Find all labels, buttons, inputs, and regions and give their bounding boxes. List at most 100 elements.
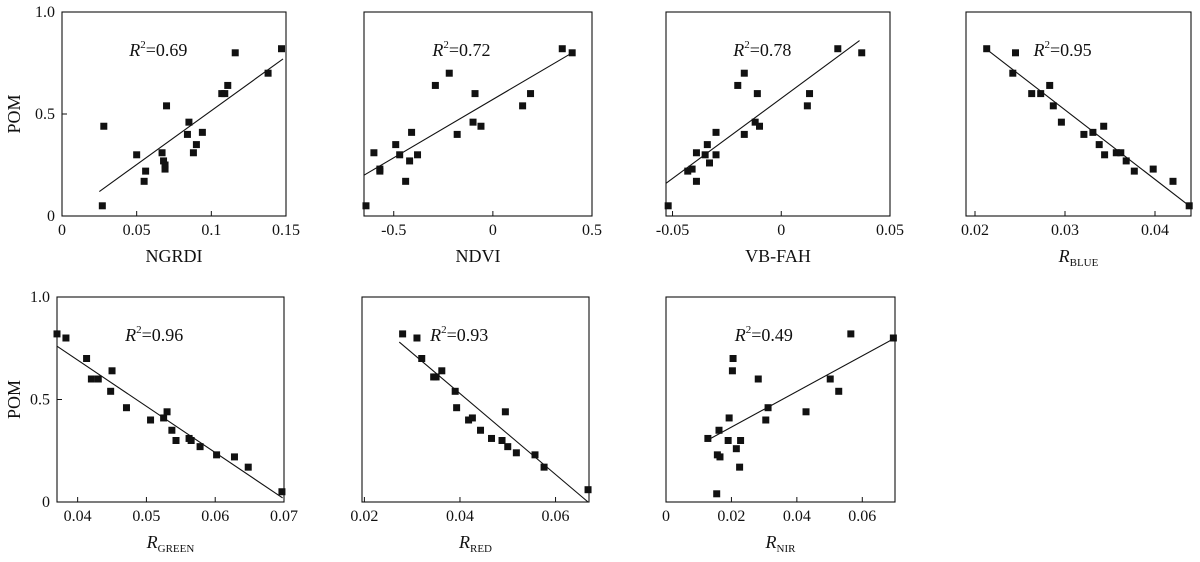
panel-6-point [488, 434, 496, 442]
panel-1-x-tick-label: 0.05 [123, 222, 151, 239]
panel-3-x-tick-label: -0.05 [656, 222, 689, 239]
panel-5-y-tick-label: 0.5 [30, 392, 50, 409]
panel-4-point [1089, 128, 1097, 136]
panel-4-point [1037, 90, 1045, 98]
panel-3-point [834, 45, 842, 53]
panel-4-point [1149, 165, 1157, 173]
panel-4-x-tick-label: 0.03 [1051, 222, 1079, 239]
panel-6-point [399, 330, 407, 338]
panel-4-point [1046, 81, 1054, 89]
panel-1-y-tick-label: 0.5 [35, 106, 55, 123]
panel-7-point [889, 334, 897, 342]
panel-2-r2-annotation: R2=0.72 [431, 39, 490, 60]
panel-3-point [806, 90, 814, 98]
panel-5-point [168, 426, 176, 434]
panel-3-point [753, 90, 761, 98]
panel-7-point [835, 387, 843, 395]
panel-5-point [147, 416, 155, 424]
panel-4-point [1122, 157, 1130, 165]
panel-1-y-tick-label: 1.0 [35, 4, 55, 21]
panel-2-point [568, 49, 576, 57]
panel-7-point [754, 375, 762, 383]
panel-6-x-tick-label: 0.04 [446, 508, 474, 525]
panel-2-point [396, 151, 404, 159]
panel-3-x-tick-label: 0.05 [876, 222, 904, 239]
panel-2-x-tick-label: 0 [489, 222, 497, 239]
panel-3-point [734, 81, 742, 89]
panel-1-x-tick-label: 0.15 [272, 222, 300, 239]
panel-3-point [858, 49, 866, 57]
panel-4-frame [965, 11, 1192, 217]
panel-2-point [527, 90, 535, 98]
panel-1-point [140, 177, 148, 185]
panel-5-point [230, 453, 238, 461]
panel-3-point [692, 177, 700, 185]
panel-6-fit-line [398, 341, 589, 503]
panel-2-point [376, 165, 384, 173]
panel-6-point [512, 449, 520, 457]
panel-4-point [1130, 167, 1138, 175]
panel-6-point [413, 334, 421, 342]
panel-7-point [847, 330, 855, 338]
panel-5: 0.04 0.05 0.06 0.07 0 0.5 1.0 RGREEN POM R2=0.96 [4, 289, 298, 555]
panel-3: -0.05 0 0.05 VB-FAH R2=0.78 [656, 11, 904, 266]
panel-1-point [231, 49, 239, 57]
panel-1-point [98, 202, 106, 210]
panel-1-x-tick-label: 0.1 [201, 222, 221, 239]
panel-5-point [163, 408, 171, 416]
panel-7-x-tick-label: 0 [662, 508, 670, 525]
panel-2-point [392, 141, 400, 149]
panel-4-point [1057, 118, 1065, 126]
panel-1-point [100, 122, 108, 130]
panel-5-point [87, 375, 95, 383]
panel-3-point [688, 165, 696, 173]
panel-3-point [751, 118, 759, 126]
panel-5-y-axis-label: POM [4, 380, 24, 419]
panel-1-point [161, 165, 169, 173]
panel-4-point [1049, 102, 1057, 110]
panel-7-point [713, 490, 721, 498]
panel-4-point [1080, 130, 1088, 138]
panel-4-point [1012, 49, 1019, 57]
panel-4-point [1009, 69, 1017, 77]
panel-5-point [244, 463, 252, 471]
panel-7-fit-line [706, 337, 896, 441]
panel-3-point [803, 102, 811, 110]
panel-4-x-tick-label: 0.02 [961, 222, 989, 239]
panel-1: 0 0.05 0.1 0.15 0 0.5 1.0 NGRDI POM R2=0.69 [4, 4, 300, 266]
panel-5-point [213, 451, 221, 459]
panel-1-point [142, 167, 150, 175]
panel-1-x-axis-label: NGRDI [146, 246, 203, 266]
panel-1-point [158, 149, 166, 157]
panel-1-point [185, 118, 193, 126]
panel-5-x-tick-label: 0.04 [64, 508, 92, 525]
panel-7-x-tick-label: 0.02 [717, 508, 745, 525]
panel-5-fit-line [56, 345, 283, 499]
panel-1-point [198, 128, 206, 136]
panel-3-point [684, 167, 692, 175]
panel-6-point [453, 404, 461, 412]
panel-3-r2-annotation: R2=0.78 [732, 39, 791, 60]
panel-5-point [122, 404, 130, 412]
panel-3-point [740, 69, 748, 77]
panel-1-point [161, 161, 169, 169]
panel-3-point [701, 151, 709, 159]
panel-5-point [278, 488, 286, 496]
panel-2-point [431, 81, 439, 89]
panel-4-point [1117, 149, 1125, 157]
panel-1-point [160, 157, 168, 165]
panel-1-point [133, 151, 141, 159]
panel-2-point [402, 177, 410, 185]
panel-5-point [83, 355, 91, 362]
panel-3-x-axis-label: VB-FAH [745, 246, 811, 266]
panel-7-point [729, 355, 737, 362]
panel-6: 0.02 0.04 0.06 RRED R2=0.93 [350, 296, 592, 555]
panel-6-point [451, 387, 459, 395]
panel-4-x-axis-label: RBLUE [1058, 246, 1099, 269]
panel-2-x-tick-label: 0.5 [582, 222, 602, 239]
panel-2-point [362, 202, 370, 210]
panel-7-x-tick-label: 0.04 [783, 508, 811, 525]
panel-3-point [692, 149, 700, 157]
panel-2-frame [363, 11, 593, 217]
